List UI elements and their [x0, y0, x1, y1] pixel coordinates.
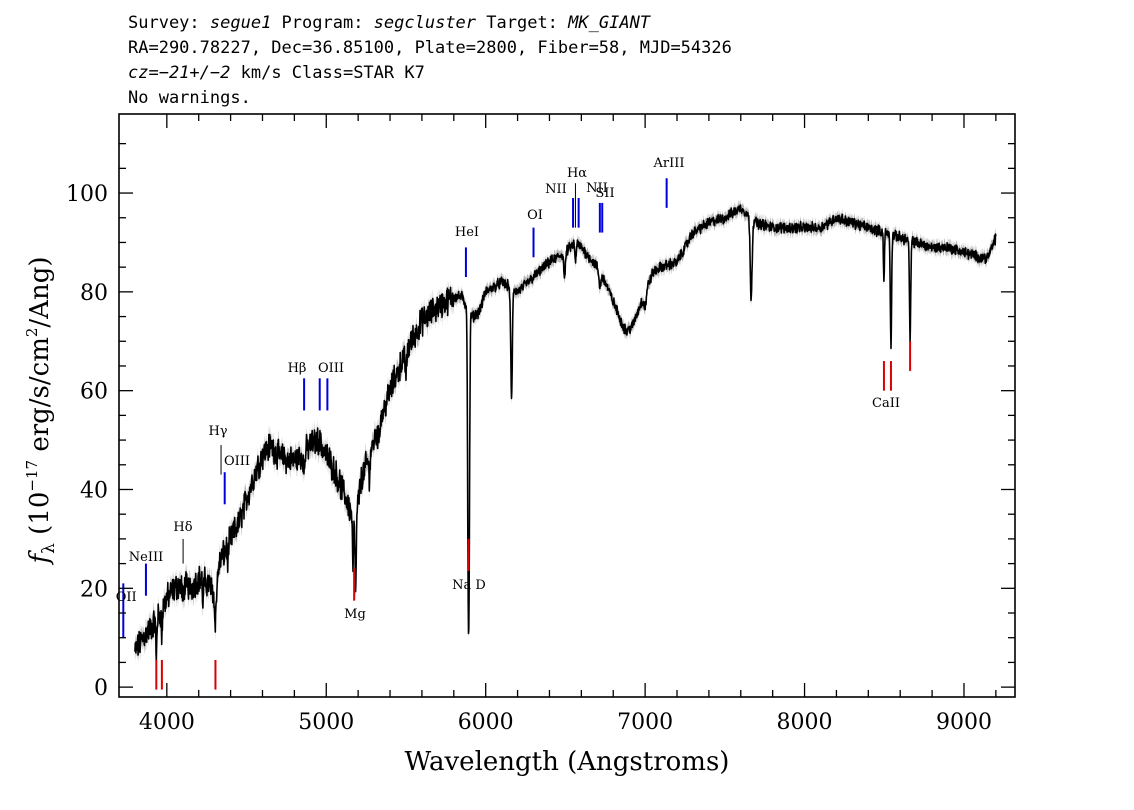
header-line-warnings: No warnings. — [128, 88, 251, 108]
line-label: OIII — [318, 361, 344, 376]
line-label: SII — [595, 186, 614, 201]
line-label: NeIII — [129, 550, 163, 565]
y-tick-label: 20 — [80, 577, 108, 602]
line-label: HeI — [455, 225, 479, 240]
line-label: CaII — [872, 396, 900, 411]
line-label: NII — [545, 182, 567, 197]
survey-value: segue1 — [209, 13, 272, 33]
plot-frame — [118, 113, 1016, 698]
x-tick-label: 6000 — [458, 710, 514, 735]
x-tick-label: 5000 — [298, 710, 354, 735]
x-tick-label: 9000 — [936, 710, 992, 735]
line-label: NII — [586, 181, 608, 196]
program-value: segcluster — [373, 13, 477, 33]
line-label: OIII — [224, 454, 250, 469]
line-label: OI — [527, 208, 543, 223]
line-label: Hβ — [288, 361, 307, 376]
axes: 4000 5000 6000 7000 8000 9000 0 20 40 60 80 100 — [66, 113, 1016, 735]
line-label: Na D — [452, 578, 486, 593]
line-label: ArIII — [652, 156, 684, 171]
header-line-coordinates: RA=290.78227, Dec=36.85100, Plate=2800, … — [128, 38, 732, 58]
y-tick-label: 100 — [66, 182, 108, 207]
flux-line — [134, 204, 997, 662]
line-label: Mg — [344, 607, 366, 622]
x-axis-title: Wavelength (Angstroms) — [405, 747, 730, 777]
y-tick-label: 60 — [80, 380, 108, 405]
y-axis-title: fλ (10−17 erg/s/cm2/Ang) — [23, 257, 59, 566]
header-line-redshift: cz=−21+/−2 km/s Class=STAR K7 — [128, 63, 425, 83]
y-tick-label: 0 — [94, 676, 108, 701]
target-value: MK_GIANT — [568, 13, 651, 33]
line-label: OII — [116, 590, 137, 605]
line-label: Hα — [567, 166, 587, 181]
y-tick-label: 80 — [80, 281, 108, 306]
x-tick-label: 4000 — [139, 710, 195, 735]
x-tick-label: 8000 — [777, 710, 833, 735]
x-tick-label: 7000 — [617, 710, 673, 735]
line-label: Hγ — [208, 424, 227, 439]
y-tick-label: 40 — [80, 478, 108, 503]
line-label: Hδ — [173, 520, 192, 535]
header-line-survey: Survey: segue1 Program: segcluster Targe… — [128, 13, 651, 33]
flux-series — [134, 204, 997, 662]
